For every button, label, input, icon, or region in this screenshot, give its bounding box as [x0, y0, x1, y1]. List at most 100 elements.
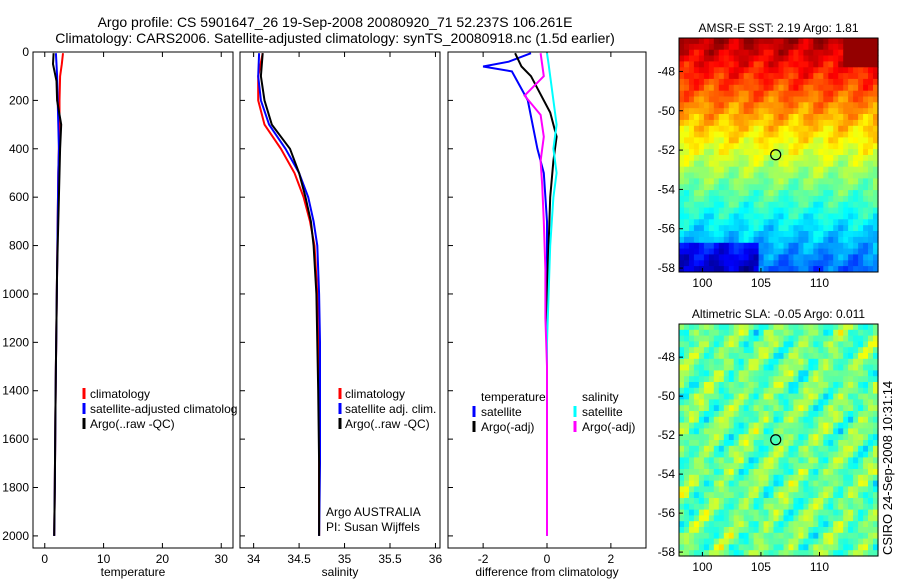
map-cell — [684, 498, 690, 505]
map-cell — [833, 155, 839, 162]
map-cell — [733, 160, 740, 168]
map-cell — [853, 114, 859, 121]
map-cell — [793, 137, 799, 144]
map-cell — [838, 55, 844, 62]
map-cell — [833, 353, 839, 360]
map-cell — [763, 399, 770, 406]
map-cell — [808, 451, 814, 458]
map-cell — [868, 160, 874, 168]
map-cell — [728, 190, 735, 197]
map-cell — [838, 329, 844, 337]
map-cell — [773, 160, 780, 168]
map-cell — [733, 225, 740, 232]
map-cell — [818, 451, 824, 458]
map-cell — [783, 143, 790, 150]
map-cell — [873, 125, 879, 133]
map-cell — [813, 184, 819, 191]
map-cell — [753, 248, 760, 255]
map-cell — [693, 190, 700, 197]
map-cell — [703, 61, 710, 68]
map-cell — [738, 119, 745, 127]
map-cell — [768, 393, 775, 400]
map-cell — [679, 341, 685, 348]
map-cell — [753, 242, 760, 250]
map-cell — [698, 102, 705, 109]
map-cell — [738, 201, 745, 209]
map-cell — [728, 532, 735, 540]
map-cell — [738, 527, 745, 534]
map-cell — [833, 236, 839, 244]
map-cell — [798, 324, 804, 331]
map-cell — [708, 544, 715, 551]
map-cell — [698, 532, 705, 540]
map-cell — [743, 329, 750, 337]
map-title: AMSR-E SST: 2.19 Argo: 1.81 — [698, 21, 858, 35]
map-cell — [873, 207, 879, 214]
map-cell — [873, 90, 879, 98]
map-cell — [808, 201, 814, 209]
map-cell — [718, 364, 725, 371]
map-cell — [698, 422, 705, 429]
map-cell — [693, 434, 700, 441]
map-cell — [689, 242, 695, 250]
map-cell — [718, 248, 725, 255]
map-cell — [703, 503, 710, 511]
map-cell — [853, 376, 859, 383]
map-cell — [793, 457, 799, 464]
map-cell — [833, 67, 839, 74]
map-cell — [753, 114, 760, 121]
map-cell — [743, 353, 750, 360]
map-cell — [778, 387, 785, 395]
map-cell — [698, 84, 705, 92]
map-cell — [778, 399, 785, 406]
map-cell — [733, 38, 740, 45]
map-cell — [803, 143, 809, 150]
map-cell — [708, 143, 715, 150]
map-cell — [868, 358, 874, 366]
map-cell — [863, 451, 869, 458]
map-cell — [788, 503, 795, 511]
map-cell — [873, 73, 879, 80]
map-cell — [798, 358, 804, 366]
map-cell — [803, 416, 809, 424]
map-cell — [808, 492, 814, 499]
map-cell — [733, 143, 740, 150]
map-cell — [718, 451, 725, 458]
map-cell — [748, 225, 755, 232]
map-cell — [713, 474, 720, 482]
map-cell — [723, 469, 730, 476]
map-cell — [833, 434, 839, 441]
map-cell — [738, 393, 745, 400]
map-cell — [798, 125, 804, 133]
map-cell — [818, 382, 824, 389]
map-cell — [848, 405, 854, 412]
map-cell — [793, 242, 799, 250]
map-cell — [753, 480, 760, 487]
map-cell — [698, 347, 705, 354]
map-cell — [708, 131, 715, 138]
map-cell — [773, 190, 780, 197]
map-cell — [768, 463, 775, 470]
map-cell — [768, 231, 775, 238]
map-cell — [684, 172, 690, 179]
map-cell — [738, 260, 745, 267]
map-cell — [733, 131, 740, 138]
map-cell — [723, 260, 730, 267]
map-cell — [803, 335, 809, 342]
map-cell — [783, 184, 790, 191]
map-cell — [713, 166, 720, 174]
map-cell — [723, 207, 730, 214]
map-cell — [778, 544, 785, 551]
map-cell — [748, 131, 755, 138]
map-cell — [768, 509, 775, 516]
map-cell — [753, 382, 760, 389]
map-cell — [728, 160, 735, 168]
map-cell — [843, 480, 849, 487]
map-cell — [689, 457, 695, 464]
map-cell — [828, 457, 834, 464]
map-cell — [738, 440, 745, 447]
map-cell — [748, 544, 755, 551]
map-cell — [823, 213, 829, 220]
map-cell — [708, 96, 715, 103]
map-cell — [773, 364, 780, 371]
